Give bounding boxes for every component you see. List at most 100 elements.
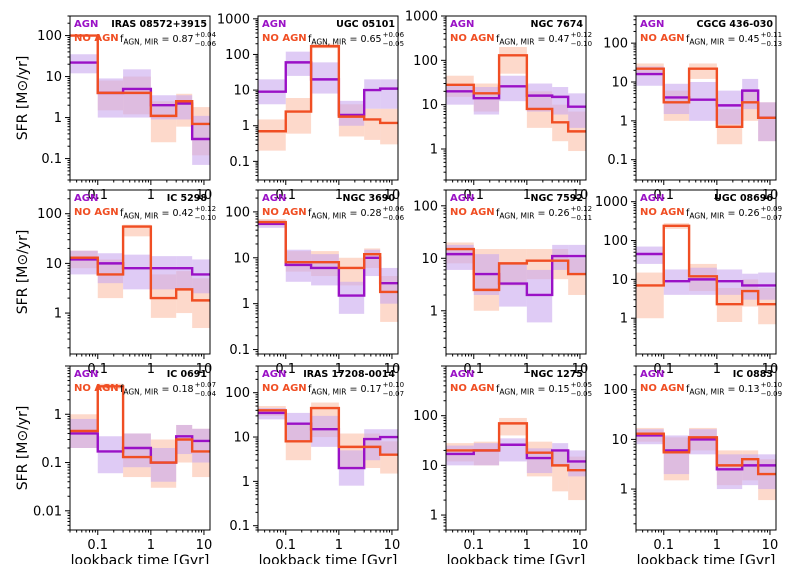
agn-band-bin-4 <box>716 454 743 490</box>
noagn-band-bin-2 <box>285 98 312 134</box>
noagn-sfh-line <box>636 67 776 129</box>
noagn-band-bin-1 <box>636 272 664 319</box>
panel-frame <box>635 189 777 355</box>
y-tick-label: 100 <box>603 37 628 52</box>
x-tick-label: 1 <box>335 362 343 377</box>
panel-5: 100 10 1 0.1 1 10 AGN NO AGN IC 5298 fAGN, MIR = … <box>15 189 216 377</box>
y-tick-label: 0.1 <box>229 343 250 358</box>
legend-noagn: NO AGN <box>262 207 307 218</box>
f-agn-annotation: fAGN, MIR = 0.47 <box>496 34 570 47</box>
y-tick-label: 0.01 <box>33 504 62 519</box>
agn-band-bin-4 <box>150 448 177 482</box>
agn-band-bin-6 <box>568 93 586 128</box>
x-tick-label: 0.1 <box>653 188 674 203</box>
plot-area <box>446 417 586 501</box>
y-tick-label: 10 <box>421 98 438 113</box>
x-tick-label: 10 <box>384 538 401 553</box>
noagn-band-bin-3 <box>499 417 527 436</box>
y-tick-label: 1 <box>242 119 250 134</box>
galaxy-name: IC 5298 <box>167 193 208 204</box>
f-agn-minus-error: −0.10 <box>571 40 592 48</box>
x-tick-label: 10 <box>762 538 779 553</box>
agn-band-bin-4 <box>150 256 177 290</box>
y-tick-label: 10 <box>45 70 62 85</box>
x-tick-label: 1 <box>713 538 721 553</box>
panel-frame <box>445 365 587 531</box>
agn-band-bin-4 <box>526 269 553 323</box>
f-agn-minus-error: −0.06 <box>195 40 217 48</box>
agn-band-bin-2 <box>285 51 312 76</box>
legend-agn: AGN <box>450 193 474 204</box>
f-agn-minus-error: −0.07 <box>383 390 404 398</box>
panel-8: 1000 100 10 1 0.1 1 10 AGN NO AGN UGC 08696 fAGN, … <box>595 189 782 377</box>
legend-agn: AGN <box>262 193 286 204</box>
y-tick-label: 1 <box>430 143 438 158</box>
panel-10: 100 10 1 0.1 0.1 1 10 AGN NO AGN IRAS 17208-0014 f… <box>225 365 404 564</box>
y-tick-label: 1000 <box>595 195 628 210</box>
y-axis-label: SFR [M⊙/yr] <box>15 406 31 491</box>
f-agn-annotation: fAGN, MIR = 0.17 <box>308 384 382 397</box>
agn-band-bin-2 <box>285 412 312 442</box>
f-agn-annotation: fAGN, MIR = 0.13 <box>686 384 760 397</box>
y-tick-label: 10 <box>233 431 250 446</box>
agn-band-bin-4 <box>526 83 553 112</box>
plot-area <box>446 46 586 152</box>
agn-band-bin-1 <box>636 429 664 445</box>
y-tick-label: 10 <box>233 84 250 99</box>
x-tick-label: 10 <box>196 188 213 203</box>
x-tick-label: 10 <box>384 188 401 203</box>
x-tick-label: 10 <box>762 188 779 203</box>
f-agn-minus-error: −0.06 <box>383 214 405 222</box>
plot-area <box>636 223 776 325</box>
noagn-sfh-line <box>258 220 398 294</box>
x-tick-label: 1 <box>713 362 721 377</box>
f-agn-plus-error: +0.07 <box>195 381 216 389</box>
f-agn-annotation: fAGN, MIR = 0.28 <box>308 208 382 221</box>
noagn-band-bin-5 <box>364 108 381 140</box>
f-agn-plus-error: +0.10 <box>761 381 782 389</box>
x-axis-label: lookback time [Gyr] <box>71 553 210 564</box>
x-tick-label: 1 <box>147 362 155 377</box>
agn-band-bin-6 <box>758 102 776 142</box>
y-tick-label: 100 <box>603 234 628 249</box>
y-axis-label: SFR [M⊙/yr] <box>15 56 31 141</box>
f-agn-annotation: fAGN, MIR = 0.45 <box>686 34 760 47</box>
plot-area <box>70 383 210 488</box>
agn-band-bin-3 <box>123 433 151 468</box>
f-agn-minus-error: −0.05 <box>383 40 404 48</box>
noagn-sfh-line <box>70 34 210 126</box>
galaxy-name: NGC 7592 <box>531 193 583 204</box>
legend-noagn: NO AGN <box>262 383 307 394</box>
f-agn-plus-error: +0.06 <box>383 205 405 213</box>
agn-band-bin-3 <box>499 438 527 462</box>
agn-band-bin-4 <box>716 90 743 125</box>
agn-band-bin-3 <box>311 62 339 94</box>
agn-band-bin-3 <box>311 254 339 286</box>
y-tick-label: 100 <box>413 409 438 424</box>
y-tick-label: 1 <box>242 297 250 312</box>
legend-noagn: NO AGN <box>74 33 119 44</box>
noagn-sfh-line <box>258 406 398 456</box>
agn-band-bin-1 <box>70 54 98 74</box>
x-tick-label: 0.1 <box>653 538 674 553</box>
agn-band-bin-5 <box>176 256 193 290</box>
y-tick-label: 0.1 <box>229 519 250 534</box>
y-tick-label: 10 <box>611 75 628 90</box>
y-tick-label: 100 <box>225 48 250 63</box>
galaxy-name: UGC 08696 <box>714 193 773 204</box>
agn-band-bin-6 <box>758 454 776 490</box>
noagn-band-bin-4 <box>338 257 365 286</box>
y-tick-label: 1 <box>620 114 628 129</box>
legend-agn: AGN <box>640 369 664 380</box>
x-tick-label: 1 <box>713 188 721 203</box>
y-tick-label: 1000 <box>217 12 250 27</box>
f-agn-plus-error: +0.12 <box>195 205 216 213</box>
plot-area <box>258 219 398 322</box>
x-tick-label: 10 <box>196 538 213 553</box>
y-axis-label: SFR [M⊙/yr] <box>15 230 31 315</box>
legend-noagn: NO AGN <box>74 207 119 218</box>
agn-band-bin-2 <box>97 436 124 474</box>
y-tick-label: 100 <box>37 207 62 222</box>
legend-noagn: NO AGN <box>450 33 495 44</box>
agn-band-bin-3 <box>689 429 717 455</box>
